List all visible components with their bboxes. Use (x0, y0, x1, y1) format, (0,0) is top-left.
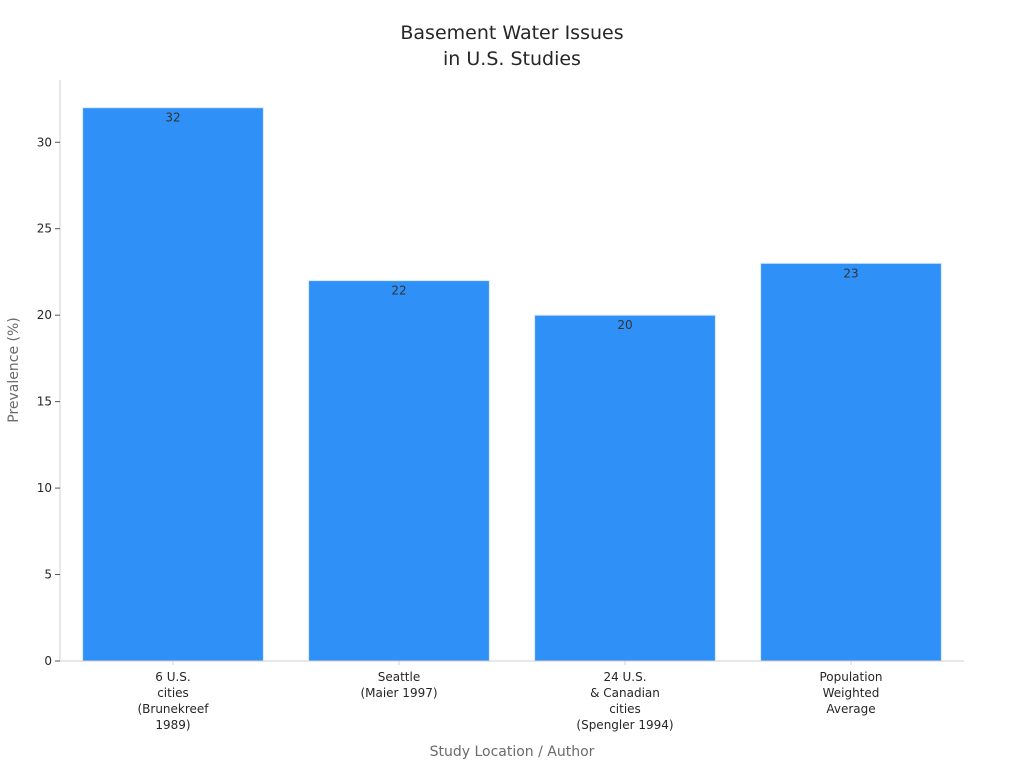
chart-title-line-1: Basement Water Issues (400, 22, 624, 44)
data-labels-layer: 32 22 20 23 (165, 111, 858, 332)
axes-layer (59, 80, 964, 662)
chart-title-line-2: in U.S. Studies (443, 48, 581, 70)
y-tick-label: 15 (37, 395, 52, 409)
bar (760, 262, 942, 662)
y-tick-label: 20 (37, 308, 52, 322)
chart-title: Basement Water Issues in U.S. Studies (0, 20, 1024, 72)
bar (82, 107, 264, 662)
y-tick-label: 30 (37, 135, 52, 149)
x-tick-label: Population Weighted Average (819, 670, 882, 716)
x-ticks-layer: 6 U.S. cities (Brunekreef 1989) Seattle (Maie… (137, 661, 883, 732)
y-tick-label: 0 (44, 654, 52, 668)
x-tick-label: 6 U.S. cities (Brunekreef 1989) (137, 670, 209, 732)
data-label: 20 (617, 318, 632, 332)
y-tick-label: 10 (37, 481, 52, 495)
bar (308, 280, 490, 662)
x-axis-label: Study Location / Author (430, 744, 595, 760)
y-tick-label: 25 (37, 222, 52, 236)
y-ticks-layer: 0 5 10 15 20 25 30 (37, 135, 60, 668)
y-axis-label: Prevalence (%) (6, 317, 22, 423)
data-label: 32 (165, 111, 180, 125)
data-label: 22 (391, 284, 406, 298)
bar (534, 314, 716, 662)
data-label: 23 (843, 266, 858, 280)
bars-layer (82, 107, 942, 662)
y-tick-label: 5 (44, 568, 52, 582)
x-tick-label: 24 U.S. & Canadian cities (Spengler 1994) (576, 670, 673, 732)
x-tick-label: Seattle (Maier 1997) (360, 670, 437, 700)
